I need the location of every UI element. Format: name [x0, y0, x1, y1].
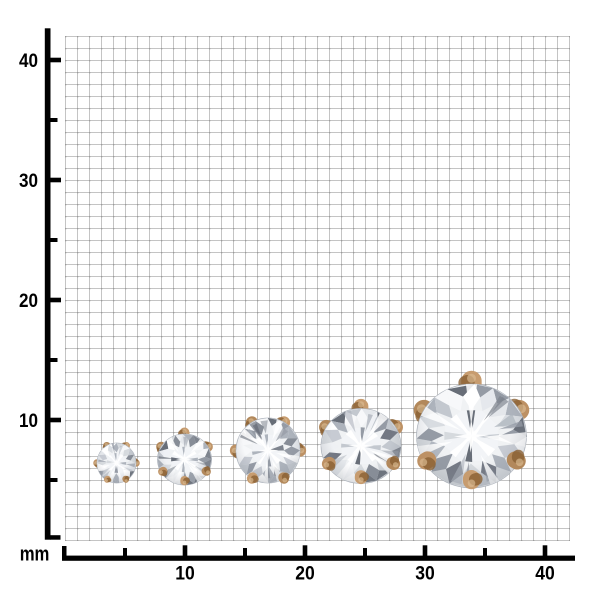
svg-text:10: 10	[175, 564, 195, 585]
svg-text:20: 20	[295, 564, 315, 585]
svg-text:mm: mm	[20, 543, 50, 565]
svg-text:20: 20	[19, 291, 38, 312]
svg-text:30: 30	[415, 564, 435, 585]
svg-text:10: 10	[19, 411, 38, 432]
svg-text:30: 30	[19, 171, 38, 192]
svg-text:40: 40	[19, 51, 38, 72]
svg-text:40: 40	[535, 564, 555, 585]
